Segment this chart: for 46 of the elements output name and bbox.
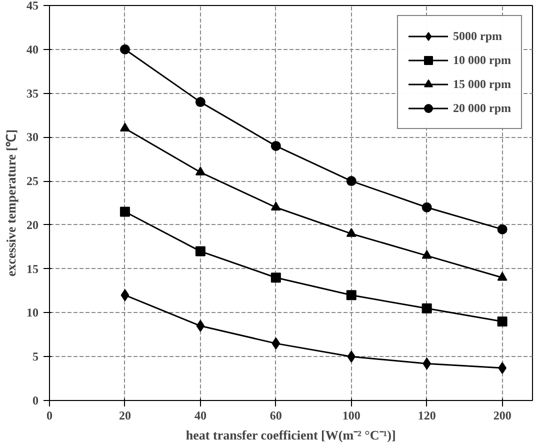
point bbox=[346, 176, 356, 186]
point bbox=[196, 320, 205, 332]
x-tick-label: 200 bbox=[493, 408, 512, 422]
point bbox=[272, 337, 280, 350]
legend-label: 5000 rpm bbox=[453, 28, 502, 44]
y-tick-label: 0 bbox=[32, 394, 38, 408]
point bbox=[422, 303, 432, 314]
point bbox=[120, 206, 130, 217]
x-tick-label: 60 bbox=[270, 408, 282, 422]
x-tick-label: 120 bbox=[418, 408, 436, 422]
point bbox=[497, 316, 508, 326]
legend-label: 15 000 rpm bbox=[453, 76, 511, 92]
point bbox=[120, 44, 130, 54]
y-tick-label: 5 bbox=[32, 350, 38, 364]
point bbox=[120, 122, 130, 132]
point bbox=[270, 140, 281, 151]
y-tick-label: 10 bbox=[26, 306, 38, 320]
y-tick-label: 35 bbox=[26, 86, 38, 100]
point bbox=[422, 202, 432, 212]
point bbox=[195, 246, 206, 256]
y-tick-label: 30 bbox=[26, 130, 38, 144]
x-axis-title: heat transfer coefficient [W(m⁻² °C⁻¹)] bbox=[186, 428, 396, 442]
point bbox=[422, 250, 432, 259]
point bbox=[346, 290, 356, 300]
x-tick-label: 100 bbox=[342, 408, 360, 422]
x-tick-label: 20 bbox=[118, 408, 131, 422]
y-tick-label: 15 bbox=[26, 262, 38, 276]
y-axis-title: excessive temperature [℃] bbox=[4, 129, 18, 277]
point bbox=[270, 272, 281, 283]
y-tick-label: 25 bbox=[26, 174, 38, 188]
y-tick-label: 40 bbox=[26, 42, 38, 56]
point bbox=[120, 289, 130, 302]
point bbox=[346, 228, 356, 237]
x-tick-label: 40 bbox=[194, 408, 206, 422]
y-tick-label: 20 bbox=[26, 218, 38, 232]
point bbox=[497, 272, 508, 281]
x-tick-label: 0 bbox=[46, 408, 52, 422]
legend-label: 10 000 rpm bbox=[453, 52, 511, 68]
point bbox=[195, 97, 206, 108]
point bbox=[497, 224, 508, 234]
point bbox=[195, 166, 206, 176]
point bbox=[422, 358, 432, 370]
y-tick-label: 45 bbox=[26, 0, 38, 12]
point bbox=[347, 350, 356, 363]
legend-label: 20 000 rpm bbox=[453, 100, 511, 116]
point bbox=[270, 202, 281, 210]
